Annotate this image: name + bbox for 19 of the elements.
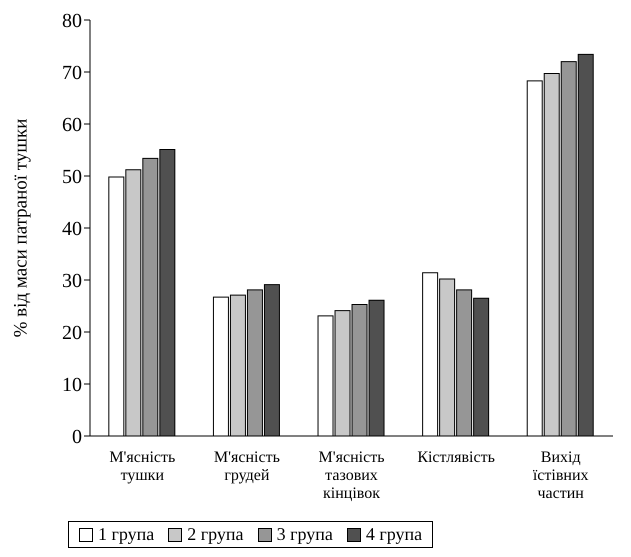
- y-tick-label: 80: [62, 10, 82, 32]
- x-tick-label: М'ясність грудей: [214, 449, 280, 484]
- y-tick-label: 40: [62, 218, 82, 240]
- y-tick-label: 50: [62, 166, 82, 188]
- y-tick-label: 30: [62, 270, 82, 292]
- y-tick-label: 70: [62, 62, 82, 84]
- legend-label: 2 група: [187, 524, 244, 545]
- x-tick-label: Кістлявість: [417, 449, 495, 466]
- x-tick-label: Вихід їстівних частин: [532, 449, 589, 502]
- x-tick-label: М'ясність тушки: [109, 449, 176, 484]
- x-tick-label: М'ясність тазових кінцівок: [318, 449, 384, 502]
- y-tick-label: 20: [62, 322, 82, 344]
- legend-label: 1 група: [98, 524, 154, 545]
- y-axis-title: % від маси патраної тушки: [10, 118, 32, 338]
- legend-label: 3 група: [276, 524, 333, 545]
- legend-label: 4 група: [366, 524, 422, 545]
- y-tick-label: 0: [72, 426, 82, 448]
- y-tick-label: 60: [62, 114, 82, 136]
- y-tick-label: 10: [62, 374, 82, 396]
